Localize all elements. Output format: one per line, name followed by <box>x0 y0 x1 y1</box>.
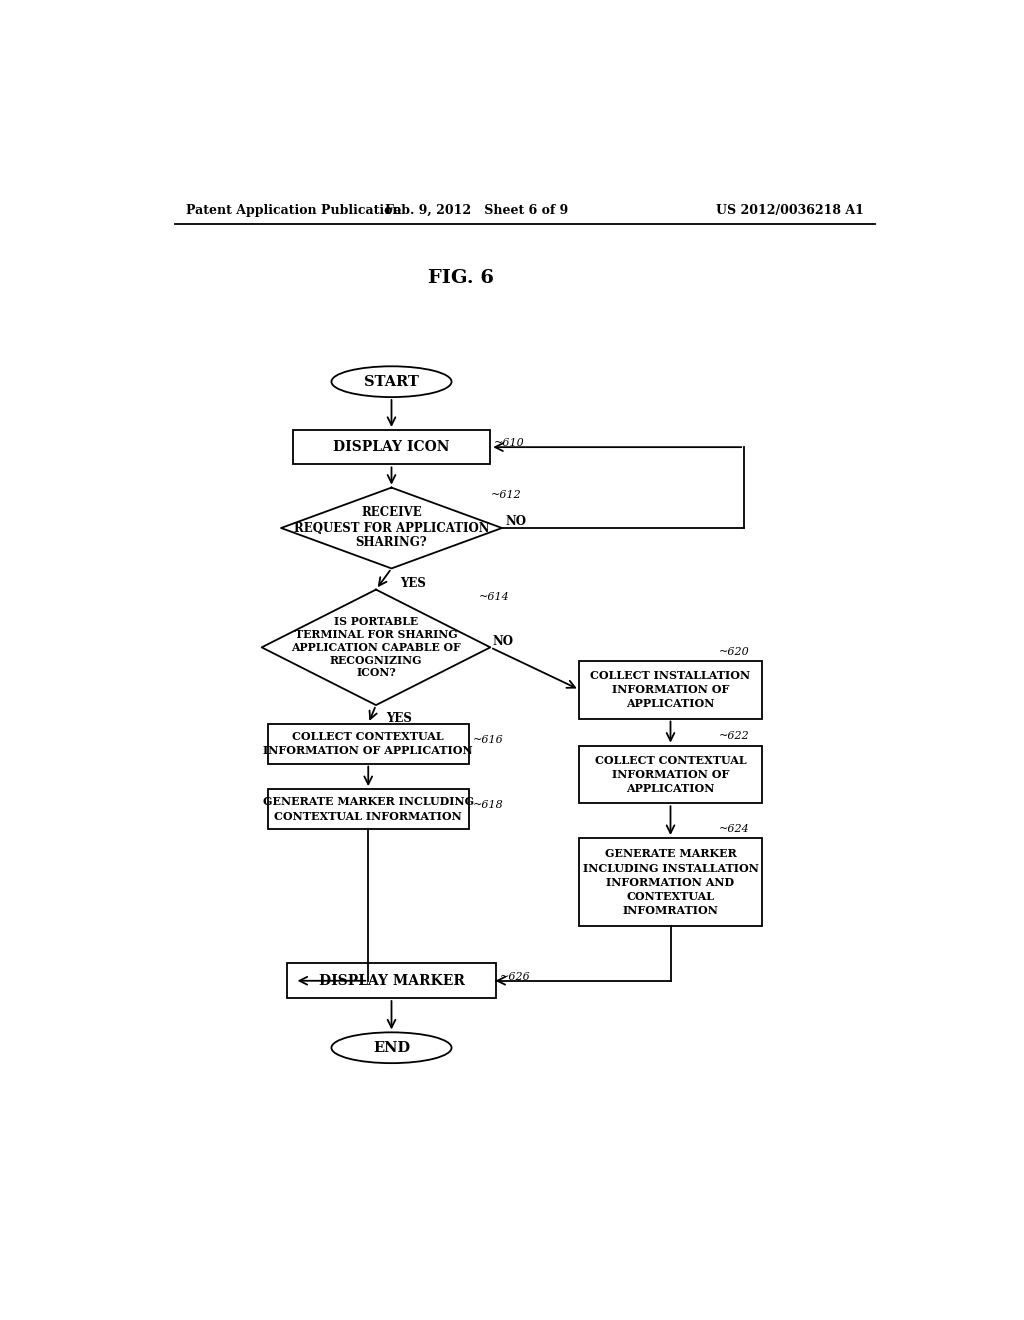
Text: COLLECT CONTEXTUAL
INFORMATION OF
APPLICATION: COLLECT CONTEXTUAL INFORMATION OF APPLIC… <box>595 755 746 795</box>
Bar <box>267 723 469 763</box>
Bar <box>580 746 762 804</box>
Text: RECEIVE
REQUEST FOR APPLICATION
SHARING?: RECEIVE REQUEST FOR APPLICATION SHARING? <box>294 507 489 549</box>
Text: END: END <box>373 1040 410 1055</box>
Text: YES: YES <box>400 577 426 590</box>
Text: ~626: ~626 <box>500 972 530 982</box>
Text: ~612: ~612 <box>490 490 521 500</box>
Text: US 2012/0036218 A1: US 2012/0036218 A1 <box>717 205 864 218</box>
Bar <box>267 789 469 829</box>
Text: GENERATE MARKER INCLUDING
CONTEXTUAL INFORMATION: GENERATE MARKER INCLUDING CONTEXTUAL INF… <box>263 796 474 821</box>
Text: FIG. 6: FIG. 6 <box>428 269 495 286</box>
Text: ~618: ~618 <box>473 800 504 810</box>
Text: NO: NO <box>493 635 513 648</box>
Text: ~610: ~610 <box>495 438 525 449</box>
Text: COLLECT INSTALLATION
INFORMATION OF
APPLICATION: COLLECT INSTALLATION INFORMATION OF APPL… <box>591 671 751 709</box>
Text: IS PORTABLE
TERMINAL FOR SHARING
APPLICATION CAPABLE OF
RECOGNIZING
ICON?: IS PORTABLE TERMINAL FOR SHARING APPLICA… <box>291 616 461 678</box>
Bar <box>287 964 496 998</box>
Text: START: START <box>365 375 419 388</box>
Text: GENERATE MARKER
INCLUDING INSTALLATION
INFORMATION AND
CONTEXTUAL
INFOMRATION: GENERATE MARKER INCLUDING INSTALLATION I… <box>583 849 759 916</box>
Text: ~622: ~622 <box>719 731 750 742</box>
Text: YES: YES <box>386 713 413 726</box>
Text: ~620: ~620 <box>719 647 750 656</box>
Text: ~614: ~614 <box>478 593 509 602</box>
Text: COLLECT CONTEXTUAL
INFORMATION OF APPLICATION: COLLECT CONTEXTUAL INFORMATION OF APPLIC… <box>263 731 473 756</box>
Text: ~616: ~616 <box>473 735 504 744</box>
Text: ~624: ~624 <box>719 824 750 834</box>
Bar <box>580 838 762 927</box>
Text: Patent Application Publication: Patent Application Publication <box>186 205 401 218</box>
Text: NO: NO <box>506 515 526 528</box>
Bar <box>293 430 490 465</box>
Text: DISPLAY MARKER: DISPLAY MARKER <box>318 974 465 987</box>
Bar <box>580 661 762 718</box>
Text: DISPLAY ICON: DISPLAY ICON <box>333 440 450 454</box>
Text: Feb. 9, 2012   Sheet 6 of 9: Feb. 9, 2012 Sheet 6 of 9 <box>385 205 568 218</box>
